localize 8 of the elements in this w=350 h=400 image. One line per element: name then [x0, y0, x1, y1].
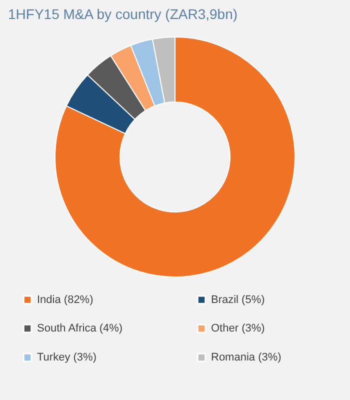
- legend-label: Romania (3%): [211, 352, 282, 364]
- donut-slice: [54, 36, 296, 278]
- legend-label: South Africa (4%): [37, 322, 123, 334]
- legend-label: India (82%): [37, 294, 94, 306]
- legend-label: Brazil (5%): [211, 294, 265, 306]
- legend-label: Other (3%): [211, 322, 265, 334]
- chart-title: 1HFY15 M&A by country (ZAR3,9bn): [8, 6, 238, 22]
- legend-label: Turkey (3%): [37, 352, 96, 364]
